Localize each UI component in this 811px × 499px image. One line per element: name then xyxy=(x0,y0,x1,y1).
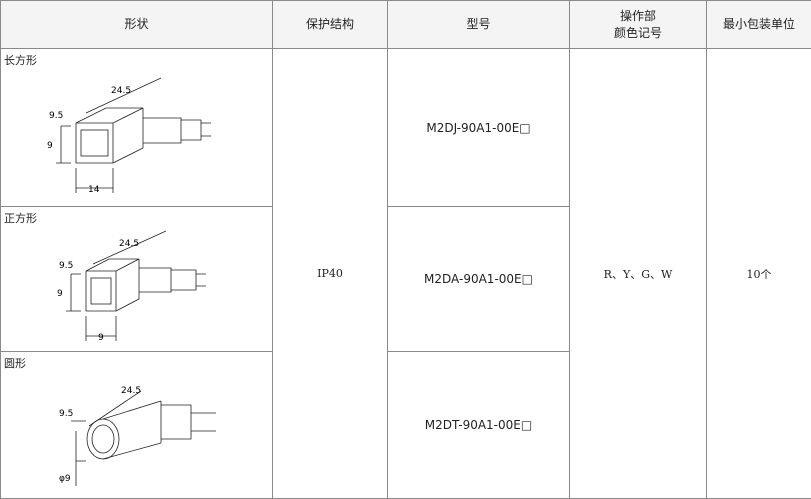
dim-label: 9.5 xyxy=(59,261,73,271)
shape-label: 正方形 xyxy=(1,207,272,226)
dim-label: 24.5 xyxy=(111,86,131,96)
shape-cell: 长方形 24.5 9.5 9 14 xyxy=(1,49,273,207)
dim-label: 9 xyxy=(57,289,63,299)
header-line: 颜色记号 xyxy=(614,26,662,40)
dim-label: 9 xyxy=(98,333,104,343)
header-cell: 操作部颜色记号 xyxy=(570,1,707,49)
header-row: 形状 保护结构 型号 操作部颜色记号 最小包装单位 xyxy=(1,1,811,49)
shape-label: 圆形 xyxy=(1,352,272,371)
dim-label: 9 xyxy=(47,141,53,151)
row: 长方形 24.5 9.5 9 14 IP40 M2DJ-90A1-00E□ R、… xyxy=(1,49,811,207)
shape-cell: 圆形 24.5 9.5 φ9 xyxy=(1,352,273,499)
color-cell: R、Y、G、W xyxy=(570,49,707,499)
dim-label: 24.5 xyxy=(121,386,141,396)
model-cell: M2DA-90A1-00E□ xyxy=(388,207,570,352)
drawing: 24.5 9.5 φ9 xyxy=(31,371,231,495)
header-line: 操作部 xyxy=(620,9,656,23)
dim-label: 9.5 xyxy=(49,111,63,121)
drawing: 24.5 9.5 9 9 xyxy=(31,226,231,348)
model-cell: M2DT-90A1-00E□ xyxy=(388,352,570,499)
shape-cell: 正方形 24.5 9.5 9 9 xyxy=(1,207,273,352)
protection-cell: IP40 xyxy=(273,49,388,499)
dim-label: 9.5 xyxy=(59,409,73,419)
shape-label: 长方形 xyxy=(1,49,272,68)
dim-label: φ9 xyxy=(59,474,71,484)
model-cell: M2DJ-90A1-00E□ xyxy=(388,49,570,207)
header-cell: 最小包装单位 xyxy=(707,1,811,49)
dim-label: 24.5 xyxy=(119,239,139,249)
header-cell: 形状 xyxy=(1,1,273,49)
header-cell: 保护结构 xyxy=(273,1,388,49)
drawing: 24.5 9.5 9 14 xyxy=(31,68,231,203)
header-cell: 型号 xyxy=(388,1,570,49)
dim-label: 14 xyxy=(88,185,100,195)
pack-cell: 10个 xyxy=(707,49,811,499)
